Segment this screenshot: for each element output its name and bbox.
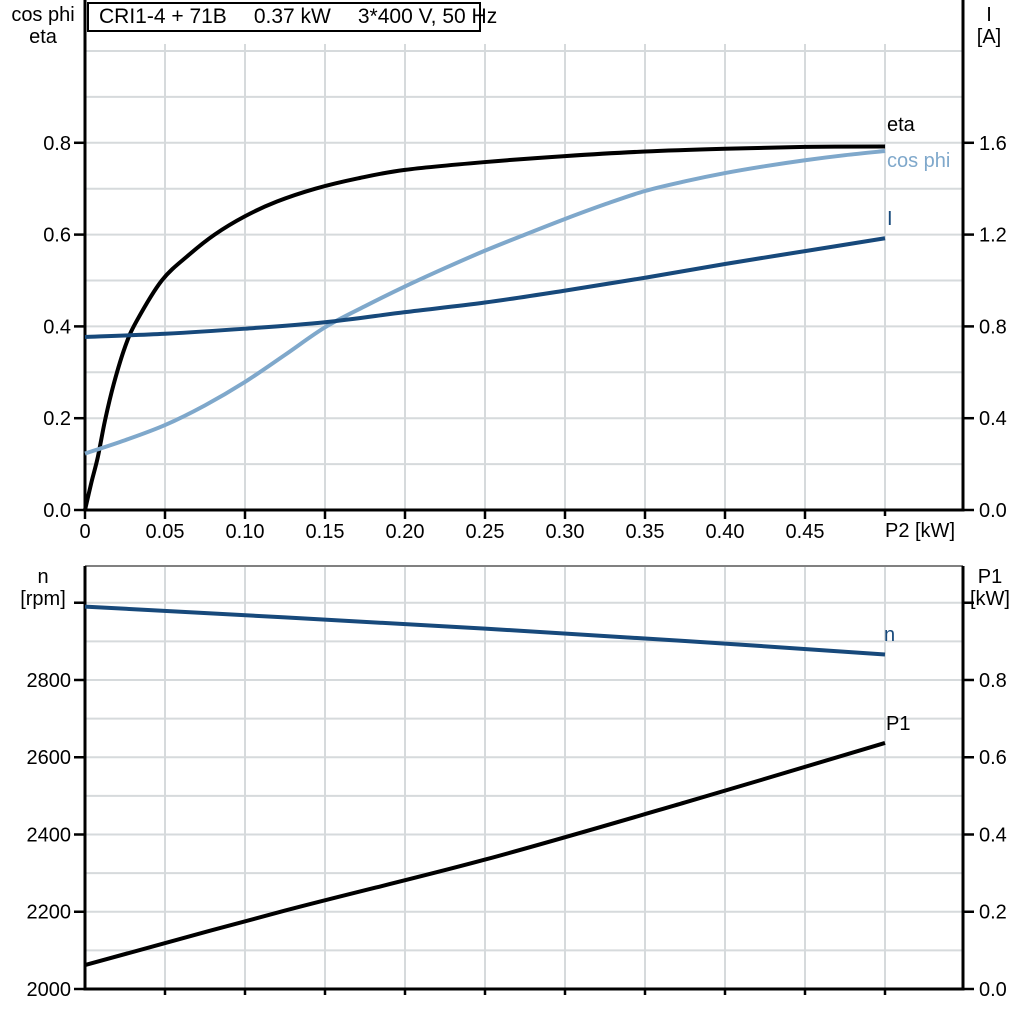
left-axis-tick-label: 0.8 <box>43 133 71 155</box>
left-axis-tick-label: 2400 <box>27 824 72 846</box>
axis-title-input-power: P1 [kW] <box>960 566 1020 610</box>
series-label-eta: eta <box>887 114 916 136</box>
supply-voltage-label: 3*400 V, 50 Hz <box>357 5 498 28</box>
axis-title-rpm-unit: [rpm] <box>20 588 66 610</box>
series-label-speed-n: n <box>884 624 895 646</box>
motor-power-label: 0.37 kW <box>253 5 331 28</box>
x-axis-tick-label: 0.20 <box>386 521 425 543</box>
series-label-current-I: I <box>887 208 893 230</box>
series-label-input-power-P1: P1 <box>886 713 910 735</box>
axis-title-current: I [A] <box>962 4 1016 48</box>
right-axis-tick-label: 0.2 <box>979 902 1007 924</box>
right-axis-tick-label: 1.2 <box>979 225 1007 247</box>
axis-title-cosphi: cos phi <box>11 4 75 26</box>
x-axis-tick-label: 0 <box>79 521 90 543</box>
axis-title-speed: n [rpm] <box>6 566 80 610</box>
x-axis-tick-label: 0.35 <box>626 521 665 543</box>
series-curve-eta <box>83 144 886 511</box>
left-axis-tick-label: 0.2 <box>43 408 71 430</box>
x-axis-tick-label: 0.05 <box>146 521 185 543</box>
x-axis-unit-label: P2 [kW] <box>884 520 955 542</box>
x-axis-tick-label: 0.25 <box>466 521 505 543</box>
speed-and-input-power-curves: 2000 2200 2400 2600 2800 0.0 0.2 0.4 0.6 0.8 n P1 <box>27 565 1007 1001</box>
series-label-cos-phi: cos phi <box>887 150 950 172</box>
left-axis-tick-label: 0.6 <box>43 225 71 247</box>
right-axis-tick-label: 0.6 <box>979 747 1007 769</box>
axis-title-I: I <box>986 4 992 26</box>
x-axis-tick-label: 0.45 <box>786 521 825 543</box>
axis-title-kw-unit: [kW] <box>970 588 1010 610</box>
left-axis-tick-label: 0.4 <box>43 316 71 338</box>
x-axis-tick-label: 0.30 <box>546 521 585 543</box>
axis-title-cosphi-eta: cos phi eta <box>6 4 80 48</box>
series-curve-speed-n <box>84 604 886 657</box>
series-curve-input-power-P1 <box>84 741 886 967</box>
axis-title-P1: P1 <box>977 566 1003 588</box>
left-axis-tick-label: 2000 <box>27 979 72 1001</box>
x-axis-tick-label: 0.40 <box>706 521 745 543</box>
series-curve-cos-phi <box>84 149 886 456</box>
right-axis-tick-label: 0.4 <box>979 824 1007 846</box>
left-axis-tick-label: 2800 <box>27 670 72 692</box>
x-axis-tick-label: 0.10 <box>226 521 265 543</box>
axis-title-eta: eta <box>29 26 57 48</box>
pump-model-label: CRI1-4 + 71B <box>99 5 227 28</box>
axis-title-n: n <box>37 566 49 588</box>
left-axis-tick-label: 2200 <box>27 902 72 924</box>
left-axis-tick-label: 2600 <box>27 747 72 769</box>
left-axis-tick-label: 0.0 <box>43 500 71 522</box>
chart-title-box: CRI1-4 + 71B 0.37 kW 3*400 V, 50 Hz <box>87 2 497 32</box>
series-curve-current-I <box>84 236 886 339</box>
axis-title-amps-unit: [A] <box>976 26 1002 48</box>
right-axis-tick-label: 0.4 <box>979 408 1007 430</box>
right-axis-tick-label: 0.8 <box>979 316 1007 338</box>
x-axis-tick-label: 0.15 <box>306 521 345 543</box>
motor-electrical-curves: 0.0 0.2 0.4 0.6 0.8 0.0 0.4 0.8 1.2 1.6 0 0.05 0.10 0… <box>43 0 1007 543</box>
right-axis-tick-label: 0.0 <box>979 500 1007 522</box>
right-axis-tick-label: 1.6 <box>979 133 1007 155</box>
right-axis-tick-label: 0.8 <box>979 670 1007 692</box>
right-axis-tick-label: 0.0 <box>979 979 1007 1001</box>
